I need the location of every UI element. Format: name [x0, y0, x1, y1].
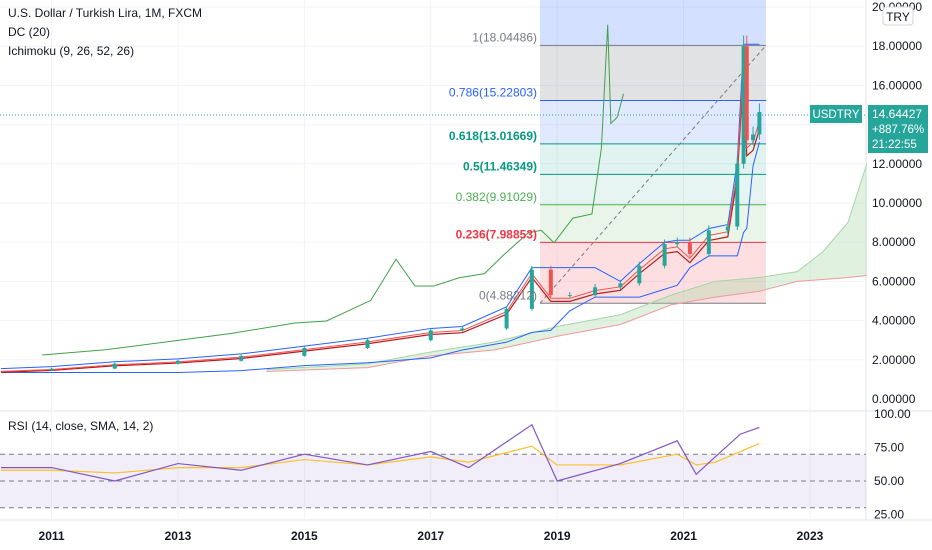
- candle-body: [365, 340, 370, 349]
- ichimoku-chikou: [42, 24, 625, 356]
- donchian-lower: [1, 142, 760, 374]
- fib-level-label: 0.618(13.01669): [449, 129, 537, 143]
- candle-body: [529, 269, 534, 309]
- ichimoku-cloud: [266, 163, 868, 373]
- rsi-line: [1, 423, 760, 482]
- rsi-title[interactable]: RSI (14, close, SMA, 14, 2): [8, 419, 154, 433]
- candle-body: [302, 348, 307, 356]
- indicator-donchian-label[interactable]: DC (20): [8, 25, 51, 39]
- candle-body: [735, 163, 740, 227]
- time-axis-label: 2023: [797, 529, 824, 543]
- symbol-badge: USDTRY: [812, 109, 859, 121]
- price-axis-label: 12.00000: [872, 157, 922, 171]
- candle-body: [618, 283, 623, 288]
- rsi-axis-label: 25.00: [874, 508, 904, 522]
- price-axis-label: 10.00000: [872, 196, 922, 210]
- candle-body: [49, 368, 54, 371]
- candle-body: [175, 360, 180, 364]
- candle-body: [567, 295, 572, 297]
- fib-level-label: 0.5(11.46349): [463, 159, 537, 173]
- time-axis-label: 2019: [544, 529, 571, 543]
- fib-level-label: 0.382(9.91029): [456, 190, 537, 204]
- time-axis-label: 2011: [39, 529, 65, 543]
- price-badge-countdown: 21:22:55: [872, 139, 917, 151]
- time-axis-label: 2017: [417, 529, 444, 543]
- grid-lines: [0, 0, 866, 520]
- candlestick-series: [49, 35, 762, 372]
- rsi-axis-label: 50.00: [874, 474, 904, 488]
- candle-body: [741, 46, 746, 164]
- price-axis-label: 18.00000: [872, 39, 922, 53]
- price-axis-label: 16.00000: [872, 78, 922, 92]
- candle-body: [744, 46, 749, 141]
- candle-body: [751, 134, 756, 141]
- fibonacci-labels: 1(18.04486) 0.786(15.22803) 0.618(13.01669…: [449, 30, 537, 302]
- ichimoku-span-b: [266, 275, 867, 373]
- candle-body: [662, 244, 667, 266]
- fib-zone: [540, 143, 766, 175]
- candle-body: [706, 230, 711, 254]
- price-badge-bg: [868, 105, 928, 153]
- candle-body: [637, 265, 642, 284]
- indicator-ichimoku-label[interactable]: Ichimoku (9, 26, 52, 26): [8, 44, 135, 58]
- fib-level-label: 0.236(7.98853): [456, 227, 537, 241]
- rsi-plot: [0, 423, 866, 509]
- fib-trend-line: [539, 45, 767, 304]
- candle-body: [460, 328, 465, 331]
- price-axis-label: 6.00000: [872, 274, 916, 288]
- candle-body: [548, 269, 553, 296]
- ichimoku-kumo: [266, 163, 867, 372]
- price-axis-label: 8.00000: [872, 235, 916, 249]
- rsi-axis-label: 75.00: [874, 441, 904, 455]
- chart-title[interactable]: U.S. Dollar / Turkish Lira, 1M, FXCM: [8, 6, 203, 20]
- fib-zone-top: [540, 0, 766, 46]
- fib-level-label: 0(4.88212): [479, 288, 537, 302]
- fib-level-label: 1(18.04486): [472, 30, 537, 44]
- time-axis-label: 2015: [291, 529, 318, 543]
- fib-zone: [540, 174, 766, 205]
- fib-zone: [540, 45, 766, 101]
- candle-body: [428, 330, 433, 341]
- time-axis-label: 2013: [165, 529, 192, 543]
- candle-body: [239, 355, 244, 361]
- time-axis-label: 2021: [670, 529, 697, 543]
- candle-body: [504, 308, 509, 329]
- candle-body: [687, 242, 692, 254]
- candle-body: [725, 226, 730, 231]
- price-badge-value: 14.64427: [872, 107, 922, 121]
- currency-badge-frame[interactable]: [882, 6, 914, 26]
- candle-body: [112, 363, 117, 369]
- currency-badge[interactable]: TRY: [886, 10, 910, 24]
- fib-level-label: 0.786(15.22803): [449, 86, 537, 100]
- price-axis-label: 2.00000: [872, 353, 916, 367]
- symbol-badge-bg: [810, 105, 862, 123]
- ichimoku-span-a: [266, 163, 868, 371]
- candle-body: [593, 287, 598, 296]
- candle-body: [757, 112, 762, 135]
- price-axis-label: 0.00000: [872, 392, 916, 406]
- price-axis-label: 4.00000: [872, 314, 916, 328]
- price-badge-change: +887.76%: [872, 124, 924, 136]
- fib-zone: [540, 100, 766, 144]
- axis-labels: 20.0000018.0000016.0000014.0000012.00000…: [39, 0, 923, 543]
- candle-body: [675, 242, 680, 245]
- rsi-axis-label: 100.00: [874, 407, 911, 421]
